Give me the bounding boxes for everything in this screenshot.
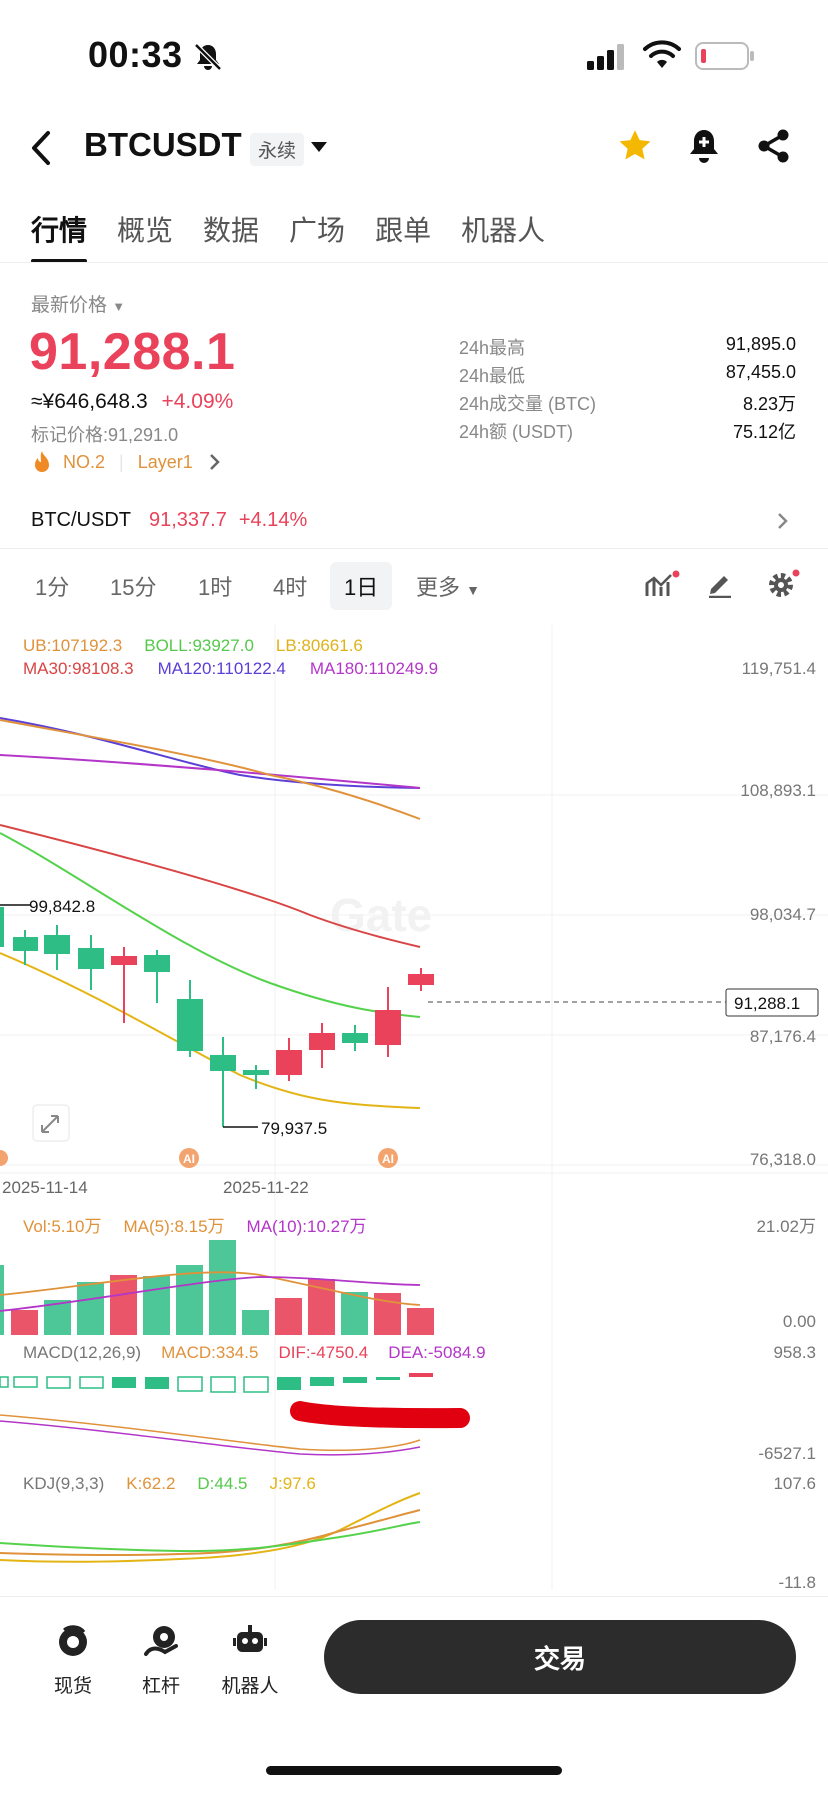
axis-label: 76,318.0 (749, 1150, 816, 1169)
ai-marker[interactable] (179, 1148, 199, 1168)
axis-label: -11.8 (778, 1573, 817, 1592)
chevron-right-icon[interactable] (777, 512, 789, 530)
tf-1h[interactable]: 1时 (198, 575, 233, 600)
tf-more[interactable]: 更多 ▼ (416, 575, 480, 600)
boll-line (0, 832, 421, 1018)
stat-turnover: 24h额 (USDT) 75.12亿 (459, 422, 796, 442)
tab-market[interactable]: 行情 (31, 209, 88, 263)
tf-15m[interactable]: 15分 (110, 575, 157, 600)
chevron-right-icon (209, 454, 220, 470)
axis-label: 0.00 (782, 1312, 816, 1331)
date-label: 2025-11-22 (223, 1178, 309, 1197)
alert-bell-icon[interactable] (688, 127, 720, 165)
axis-label: 958.3 (773, 1343, 816, 1362)
ai-marker[interactable] (378, 1148, 398, 1168)
nav-spot[interactable]: 现货 (33, 1624, 113, 1698)
tab-data[interactable]: 数据 (203, 215, 260, 246)
ma30-line (0, 824, 421, 948)
divider (0, 548, 828, 549)
axis-label: 87,176.4 (749, 1027, 816, 1046)
main-tabs: 行情 概览 数据 广场 跟单 机器人 (31, 209, 575, 263)
high-marker: 99,842.8 (29, 897, 95, 916)
watermark: Gate (330, 889, 432, 941)
price-cny-row: ≈¥646,648.3 +4.09% (31, 390, 233, 414)
red-scribble (290, 1401, 470, 1429)
low-marker: 79,937.5 (261, 1119, 327, 1138)
home-indicator (266, 1766, 562, 1775)
mark-price: 91,291.0 (108, 425, 179, 445)
divider (0, 262, 828, 263)
spot-price: 91,337.7 (149, 509, 227, 531)
lb-line (0, 952, 421, 1109)
date-label: 2025-11-14 (2, 1178, 88, 1197)
nav-bot[interactable]: 机器人 (210, 1624, 290, 1698)
rank-row[interactable]: NO.2 | Layer1 (31, 450, 221, 474)
divider (0, 1596, 828, 1597)
kdj-legend: KDJ(9,3,3) K:62.2 D:44.5 J:97.6 (23, 1474, 316, 1493)
price-cny: ≈¥646,648.3 (31, 390, 148, 413)
spot-change: +4.14% (238, 509, 308, 531)
chevron-down-icon[interactable] (310, 140, 328, 154)
last-price-axis-label: 91,288.1 (734, 994, 800, 1013)
margin-leverage-icon (144, 1626, 178, 1656)
mark-price-row: 标记价格:91,291.0 (31, 425, 179, 445)
price-change: +4.09% (161, 390, 234, 413)
stat-low: 24h最低 87,455.0 (459, 362, 796, 386)
latest-price-label[interactable]: 最新价格 ▼ (31, 295, 126, 316)
spot-pair: BTC/USDT (31, 509, 131, 531)
macd-legend: MACD(12,26,9) MACD:334.5 DIF:-4750.4 DEA… (23, 1343, 486, 1362)
axis-label: 107.6 (773, 1474, 816, 1493)
tab-overview[interactable]: 概览 (117, 215, 174, 246)
wifi-icon (643, 40, 681, 68)
fire-icon (35, 451, 49, 472)
boll-legend: UB:107192.3 BOLL:93927.0 LB:80661.6 (23, 636, 363, 655)
spot-coin-icon (59, 1625, 87, 1656)
draw-pen-icon[interactable] (706, 570, 734, 598)
axis-label: 108,893.1 (740, 781, 816, 800)
svg-text:AI: AI (382, 1152, 394, 1166)
trade-button[interactable]: 交易 (324, 1620, 796, 1694)
stat-volume: 24h成交量 (BTC) 8.23万 (459, 394, 796, 414)
status-time: 00:33 (88, 34, 183, 75)
robot-icon (233, 1625, 267, 1652)
ma180-line (0, 754, 421, 789)
contract-type-tag: 永续 (250, 133, 305, 166)
nav-margin[interactable]: 杠杆 (121, 1624, 201, 1698)
last-price: 91,288.1 (29, 323, 236, 381)
star-icon[interactable] (616, 128, 654, 164)
settings-gear-icon[interactable] (767, 569, 801, 599)
tf-1m[interactable]: 1分 (35, 575, 70, 600)
volume-legend: Vol:5.10万 MA(5):8.15万 MA(10):10.27万 (23, 1217, 367, 1236)
tab-square[interactable]: 广场 (289, 215, 346, 246)
ub-line (0, 719, 421, 820)
bell-muted-icon (194, 43, 222, 71)
kline-chart[interactable]: Gate 99,842.8 79,937.5 91,288.1 AI AI 20… (0, 625, 828, 1590)
axis-label: 21.02万 (756, 1217, 816, 1236)
tab-bot[interactable]: 机器人 (461, 215, 546, 246)
signal-icon (587, 44, 624, 70)
stat-high: 24h最高 91,895.0 (459, 334, 796, 358)
axis-label: -6527.1 (758, 1444, 816, 1463)
ma120-line (0, 717, 421, 789)
category-label: Layer1 (137, 451, 193, 472)
battery-icon (695, 42, 754, 70)
expand-icon (41, 1115, 59, 1133)
share-icon[interactable] (757, 128, 791, 164)
back-icon[interactable] (28, 130, 54, 166)
rank-label: NO.2 (63, 451, 106, 472)
axis-label: 119,751.4 (741, 659, 816, 678)
indicator-icon[interactable] (644, 570, 680, 600)
tab-copy-trade[interactable]: 跟单 (375, 215, 432, 246)
axis-label: 98,034.7 (749, 905, 816, 924)
spot-link-row[interactable]: BTC/USDT 91,337.7 +4.14% (31, 509, 307, 532)
symbol-title[interactable]: BTCUSDT (84, 126, 242, 163)
tf-4h[interactable]: 4时 (273, 575, 308, 600)
macd-histogram (0, 1373, 433, 1393)
ma-legend: MA30:98108.3 MA120:110122.4 MA180:110249… (23, 659, 439, 678)
svg-text:AI: AI (183, 1152, 195, 1166)
candles (0, 907, 434, 1127)
tf-1d[interactable]: 1日 (330, 562, 393, 610)
